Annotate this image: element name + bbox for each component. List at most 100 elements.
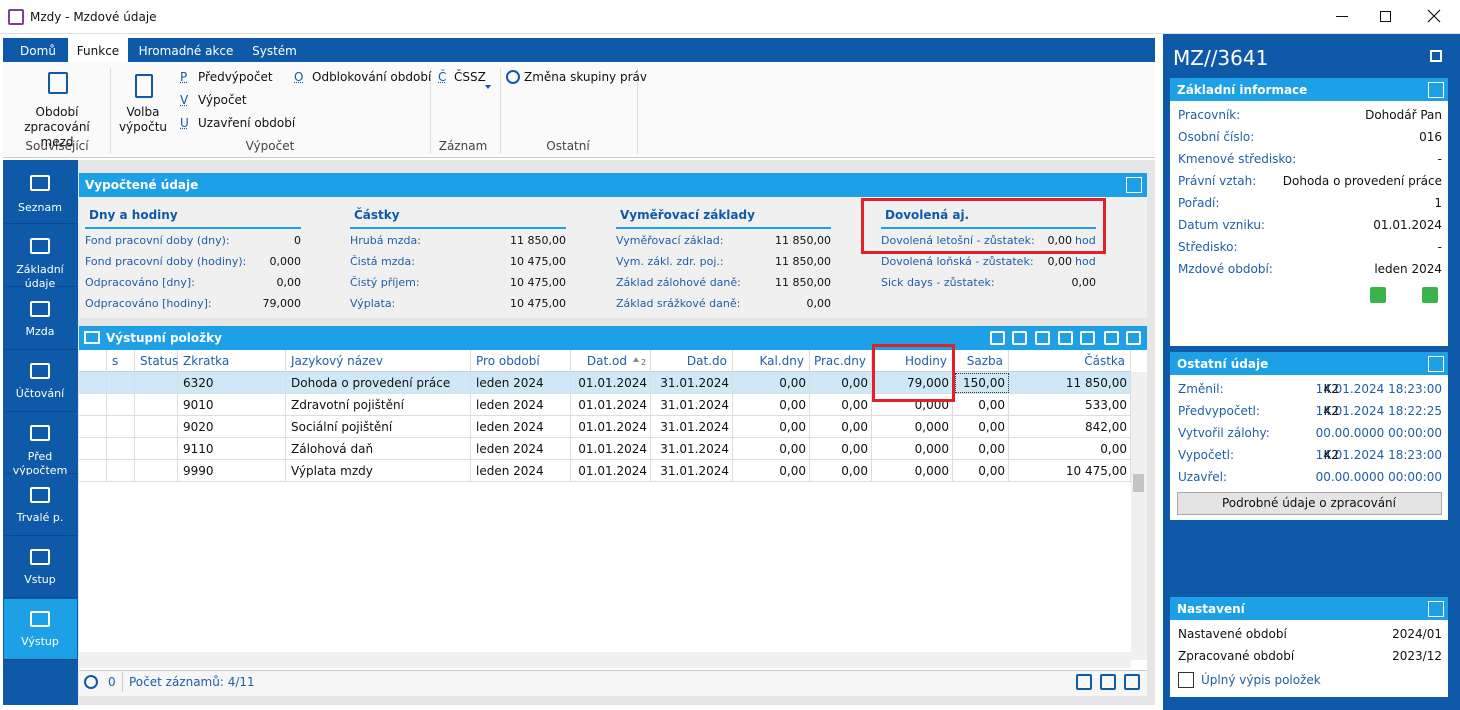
cell-divider <box>1008 416 1009 438</box>
sidebar-item[interactable] <box>4 537 77 598</box>
column-divider <box>650 350 651 372</box>
cell-divider <box>470 372 471 394</box>
cell-divider <box>1130 394 1131 416</box>
cell-divider <box>177 372 178 394</box>
collapse-button[interactable] <box>1126 177 1142 193</box>
close-button[interactable] <box>1426 8 1442 24</box>
table-row[interactable] <box>79 394 1131 416</box>
cell-divider <box>570 394 571 416</box>
cell-divider <box>650 416 651 438</box>
sidebar-item[interactable] <box>4 226 77 287</box>
toolbar-button[interactable] <box>1058 331 1073 345</box>
collapse-button[interactable] <box>1428 82 1444 98</box>
cell-divider <box>285 416 286 438</box>
sidebar-item[interactable] <box>4 475 77 536</box>
table-row[interactable] <box>79 372 1131 394</box>
sidebar-icon <box>30 425 50 441</box>
table-row[interactable] <box>79 460 1131 482</box>
column-divider <box>809 350 810 372</box>
open-window-icon[interactable] <box>1430 50 1442 62</box>
checkbox[interactable] <box>1178 672 1194 688</box>
calculator-icon[interactable] <box>135 74 153 98</box>
sidebar-item[interactable] <box>4 289 77 350</box>
toolbar-button[interactable] <box>1104 331 1119 345</box>
computed-header <box>79 173 1147 197</box>
vertical-scrollbar <box>1131 372 1147 660</box>
cell-divider <box>1008 438 1009 460</box>
table-row[interactable] <box>79 438 1131 460</box>
toolbar-button[interactable] <box>1035 331 1050 345</box>
cell-divider <box>1130 416 1131 438</box>
table-row[interactable] <box>79 416 1131 438</box>
cell-divider <box>1008 394 1009 416</box>
group-separator <box>637 68 638 154</box>
sidebar-icon <box>30 301 50 317</box>
column-divider <box>570 350 571 372</box>
sort-arrow <box>633 357 639 362</box>
cell-divider <box>650 438 651 460</box>
cell-divider <box>285 372 286 394</box>
minimize-button[interactable] <box>1336 16 1348 17</box>
check-icon <box>1370 287 1386 303</box>
cell-divider <box>952 460 953 482</box>
cell-divider <box>134 416 135 438</box>
maximize-button[interactable] <box>1380 11 1391 22</box>
column-divider <box>732 350 733 372</box>
cell-divider <box>650 394 651 416</box>
details-button[interactable] <box>1177 492 1442 515</box>
cell-divider <box>106 372 107 394</box>
toolbar-button[interactable] <box>990 331 1005 345</box>
sidebar-item[interactable] <box>4 351 77 412</box>
cell-divider <box>285 460 286 482</box>
sidebar-icon <box>30 487 50 503</box>
cell-divider <box>732 416 733 438</box>
cell-divider <box>177 438 178 460</box>
ribbon-tab-bar <box>3 38 1155 62</box>
cell-divider <box>470 438 471 460</box>
cell-divider <box>570 416 571 438</box>
cell-divider <box>285 394 286 416</box>
output-header <box>79 326 1147 350</box>
footer-button[interactable] <box>1100 674 1116 690</box>
toolbar-button[interactable] <box>1126 331 1141 345</box>
cell-focus <box>955 373 1009 393</box>
sidebar-item[interactable] <box>4 163 77 224</box>
cell-divider <box>1130 460 1131 482</box>
sidebar-item[interactable] <box>4 413 77 474</box>
cell-divider <box>570 372 571 394</box>
collapse-button[interactable] <box>1428 356 1444 372</box>
cell-divider <box>470 394 471 416</box>
book-icon <box>84 331 100 344</box>
card-header <box>1170 78 1448 101</box>
footer-divider <box>122 672 123 692</box>
cell-divider <box>650 460 651 482</box>
toolbar-button[interactable] <box>1012 331 1027 345</box>
column-divider <box>470 350 471 372</box>
cell-divider <box>1130 372 1131 394</box>
cell-divider <box>134 372 135 394</box>
collapse-button[interactable] <box>1428 601 1444 617</box>
group-separator <box>430 68 431 154</box>
filter-icon[interactable] <box>84 675 98 689</box>
scroll-thumb <box>1133 474 1144 492</box>
cell-divider <box>809 372 810 394</box>
cell-divider <box>1008 460 1009 482</box>
cell-divider <box>809 460 810 482</box>
card-header <box>1170 597 1448 620</box>
cell-divider <box>134 438 135 460</box>
sidebar-icon <box>30 611 50 627</box>
section-underline <box>85 227 301 229</box>
sidebar-item[interactable] <box>4 599 77 660</box>
section-underline <box>616 227 831 229</box>
cell-divider <box>732 460 733 482</box>
toolbar-button[interactable] <box>1080 331 1095 345</box>
card-header <box>1170 352 1448 375</box>
sidebar-icon <box>30 175 50 191</box>
cell-divider <box>871 460 872 482</box>
cell-divider <box>570 438 571 460</box>
calendar-icon[interactable] <box>48 72 68 94</box>
cell-divider <box>106 394 107 416</box>
cell-divider <box>470 460 471 482</box>
footer-button[interactable] <box>1076 674 1092 690</box>
footer-button[interactable] <box>1124 674 1140 690</box>
